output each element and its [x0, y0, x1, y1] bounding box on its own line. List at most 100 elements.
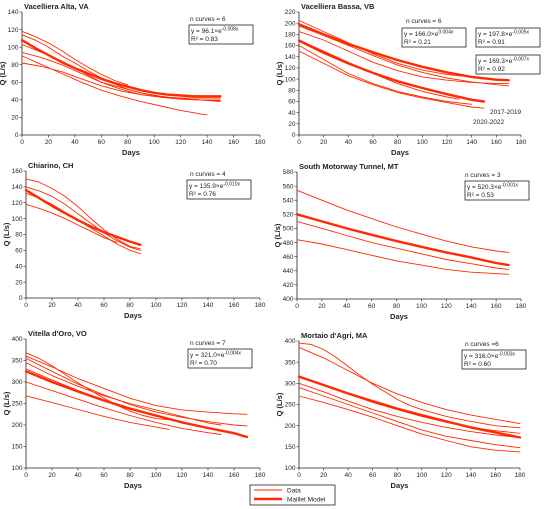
y-tick-label: 560 — [283, 183, 294, 190]
data-curve — [21, 62, 221, 103]
x-tick-label: 40 — [345, 139, 353, 146]
data-curve — [298, 19, 473, 78]
x-tick-label: 0 — [295, 303, 299, 310]
legend-data-label: Data — [287, 488, 301, 495]
y-tick-label: 250 — [285, 402, 296, 409]
y-tick-label: 100 — [12, 465, 23, 472]
y-tick-label: 200 — [285, 20, 296, 27]
equation-text: y = 96.1×e-0.008x — [191, 27, 239, 36]
data-curve — [25, 395, 170, 430]
y-tick-label: 60 — [15, 248, 23, 255]
equation-box — [186, 179, 252, 200]
x-axis-label: Days — [391, 148, 409, 157]
data-curve — [25, 203, 118, 243]
x-tick-label: 140 — [465, 472, 476, 479]
panel-6: 0 20 40 60 80 100 120 140 160 180 100 150 200 250 300 3… — [275, 331, 527, 490]
x-axis-label: Days — [124, 311, 142, 320]
y-tick-label: 40 — [288, 110, 296, 117]
x-tick-label: 60 — [100, 472, 108, 479]
y-tick-label: 300 — [285, 381, 296, 388]
x-tick-label: 180 — [516, 303, 527, 310]
x-tick-label: 60 — [369, 139, 377, 146]
y-tick-label: 180 — [285, 32, 296, 39]
x-tick-label: 180 — [516, 139, 527, 146]
x-tick-label: 180 — [255, 139, 266, 146]
data-curve — [298, 395, 521, 453]
y-tick-label: 0 — [292, 132, 296, 139]
data-curve — [296, 220, 510, 270]
data-curve — [25, 357, 248, 427]
n-curves-label: n curves = 4 — [190, 171, 226, 178]
panel-title: Chiarino, CH — [28, 161, 73, 170]
n-curves-label: n curves = 7 — [190, 340, 226, 347]
x-tick-label: 20 — [45, 139, 53, 146]
x-tick-label: 100 — [151, 472, 162, 479]
y-tick-label: 220 — [285, 9, 296, 16]
x-tick-label: 80 — [126, 302, 134, 309]
y-tick-label: 140 — [12, 184, 23, 191]
data-curve — [25, 352, 170, 421]
x-tick-label: 40 — [344, 472, 352, 479]
x-tick-label: 20 — [48, 302, 56, 309]
x-tick-label: 120 — [442, 139, 453, 146]
x-tick-label: 100 — [416, 303, 427, 310]
y-tick-label: 120 — [285, 65, 296, 72]
x-tick-label: 80 — [393, 303, 401, 310]
x-tick-label: 140 — [466, 139, 477, 146]
x-tick-label: 120 — [177, 472, 188, 479]
y-axis-label: Q (L/s) — [275, 61, 284, 85]
x-tick-label: 20 — [320, 472, 328, 479]
x-tick-label: 100 — [151, 302, 162, 309]
equation-text: y = 169.3×e-0.007x — [478, 57, 530, 66]
y-tick-label: 400 — [285, 338, 296, 345]
equation-box — [475, 27, 541, 48]
legend-model-label: Maillet Model — [287, 497, 326, 504]
y-tick-label: 120 — [8, 27, 19, 34]
y-tick-label: 120 — [12, 200, 23, 207]
panel-title: South Motorway Tunnel, MT — [299, 162, 399, 171]
x-tick-label: 40 — [74, 472, 82, 479]
x-tick-label: 40 — [71, 139, 79, 146]
equation-text: y = 135.9×e-0.010x — [189, 182, 241, 191]
x-tick-label: 140 — [203, 472, 214, 479]
panel-2: 0 20 40 60 80 100 120 140 160 180 0 20 40 60 80 100 120 1… — [275, 2, 541, 157]
x-tick-label: 80 — [394, 472, 402, 479]
panel-3: 0 20 40 60 80 100 120 140 160 180 0 20 40 60 80 100 120 1… — [2, 161, 266, 320]
model-curve — [295, 213, 510, 267]
data-curve — [298, 31, 510, 85]
y-tick-label: 540 — [283, 197, 294, 204]
y-tick-label: 160 — [12, 168, 23, 175]
x-tick-label: 120 — [441, 303, 452, 310]
y-tick-label: 520 — [283, 212, 294, 219]
r-squared-text: R² = 0.60 — [464, 361, 491, 368]
x-tick-label: 160 — [491, 139, 502, 146]
data-curve — [296, 239, 510, 275]
y-tick-label: 400 — [12, 336, 23, 343]
y-tick-label: 80 — [288, 87, 296, 94]
y-tick-label: 40 — [11, 97, 19, 104]
y-tick-label: 140 — [285, 54, 296, 61]
panel-4: 0 20 40 60 80 100 120 140 160 180 400 420 440 460 480 5… — [273, 162, 530, 321]
y-axis-label: Q (L/s) — [273, 223, 282, 247]
equation-box — [464, 180, 530, 201]
n-curves-label: n curves = 3 — [465, 172, 501, 179]
data-curve — [296, 189, 510, 253]
data-curve — [298, 45, 473, 105]
x-tick-label: 180 — [515, 472, 526, 479]
model-curve — [24, 188, 142, 247]
y-axis-label: Q (L/s) — [0, 61, 7, 85]
equation-box — [461, 349, 527, 370]
data-curve — [298, 346, 521, 425]
r-squared-text: R² = 0.76 — [189, 191, 216, 198]
y-tick-label: 350 — [12, 358, 23, 365]
x-tick-label: 120 — [177, 302, 188, 309]
equation-text: y = 321.0×e-0.004x — [190, 351, 242, 360]
x-tick-label: 20 — [320, 139, 328, 146]
x-tick-label: 160 — [491, 303, 502, 310]
x-tick-label: 160 — [229, 302, 240, 309]
y-tick-label: 100 — [285, 465, 296, 472]
y-tick-label: 420 — [283, 282, 294, 289]
y-tick-label: 350 — [285, 359, 296, 366]
x-tick-label: 160 — [490, 472, 501, 479]
y-tick-label: 80 — [15, 232, 23, 239]
